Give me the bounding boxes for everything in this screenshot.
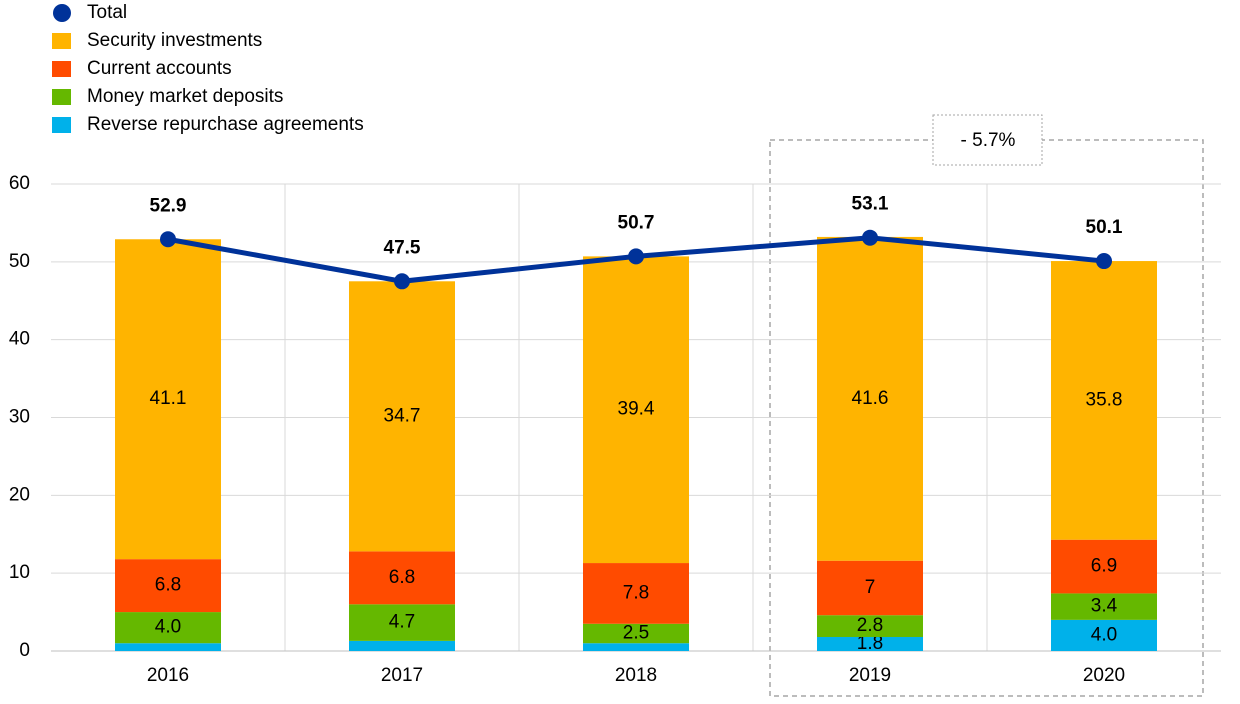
bar-segment (817, 615, 923, 637)
annotation: - 5.7% (961, 130, 1016, 151)
data-label: 39.4 (618, 399, 655, 420)
bar-segment (349, 604, 455, 641)
total-label: 53.1 (852, 194, 889, 215)
legend-label: Current accounts (87, 58, 232, 79)
total-label: 50.1 (1086, 217, 1123, 238)
legend-marker (52, 89, 71, 105)
total-point (394, 273, 410, 290)
bar-segment (583, 643, 689, 651)
bar-segment (349, 640, 455, 651)
data-label: 3.4 (1091, 596, 1118, 617)
data-label: 2.5 (623, 623, 649, 644)
bar-segment (115, 239, 221, 560)
x-tick-label: 2018 (615, 665, 657, 686)
data-label: 7.8 (623, 582, 649, 603)
bar-segment (115, 612, 221, 644)
bar-segment (817, 236, 923, 561)
x-tick-label: 2020 (1083, 665, 1125, 686)
bar-segment (817, 560, 923, 616)
legend-marker (52, 33, 71, 49)
total-point (1096, 253, 1112, 270)
bar-segment (583, 256, 689, 564)
legend-label: Reverse repurchase agreements (87, 114, 364, 135)
y-tick-label: 60 (9, 173, 30, 194)
bar-segment (115, 643, 221, 651)
bar-segment (1051, 619, 1157, 651)
annotation-box (932, 114, 1043, 166)
x-tick-label: 2017 (381, 665, 423, 686)
legend-marker (52, 61, 71, 77)
total-point (160, 231, 176, 248)
y-tick-label: 20 (9, 484, 30, 505)
legend-label: Money market deposits (87, 86, 283, 107)
data-label: 4.0 (1091, 624, 1117, 645)
data-label: 41.6 (852, 388, 889, 409)
total-label: 47.5 (384, 237, 421, 258)
legend-label: Total (87, 2, 127, 23)
total-point (628, 248, 644, 265)
bar-segment (817, 636, 923, 651)
bar-segment (115, 559, 221, 613)
data-label: 6.8 (389, 567, 415, 588)
total-label: 52.9 (150, 195, 187, 216)
data-label: 41.1 (150, 388, 187, 409)
legend-marker (53, 4, 71, 22)
y-tick-label: 0 (19, 640, 30, 661)
y-tick-label: 50 (9, 251, 30, 272)
data-label: 6.8 (155, 575, 181, 596)
data-label: 2.8 (857, 615, 883, 636)
bar-segment (349, 281, 455, 552)
data-label: 4.0 (155, 617, 181, 638)
y-tick-label: 10 (9, 562, 30, 583)
data-label: 6.9 (1091, 556, 1117, 577)
legend-label: Security investments (87, 30, 262, 51)
bar-segment (1051, 593, 1157, 620)
total-point (862, 229, 878, 246)
y-tick-label: 40 (9, 329, 30, 350)
data-label: 35.8 (1086, 389, 1123, 410)
total-label: 50.7 (618, 212, 655, 233)
bar-segment (349, 551, 455, 605)
bar-segment (583, 623, 689, 644)
bar-segment (1051, 261, 1157, 540)
data-label: 1.8 (857, 633, 883, 654)
bar-segment (583, 563, 689, 624)
data-label: 34.7 (384, 405, 421, 426)
x-tick-label: 2016 (147, 665, 189, 686)
legend-marker (52, 117, 71, 133)
data-label: 7 (865, 577, 876, 598)
y-tick-label: 30 (9, 407, 30, 428)
bar-segment (1051, 539, 1157, 594)
x-tick-label: 2019 (849, 665, 891, 686)
data-label: 4.7 (389, 612, 415, 633)
